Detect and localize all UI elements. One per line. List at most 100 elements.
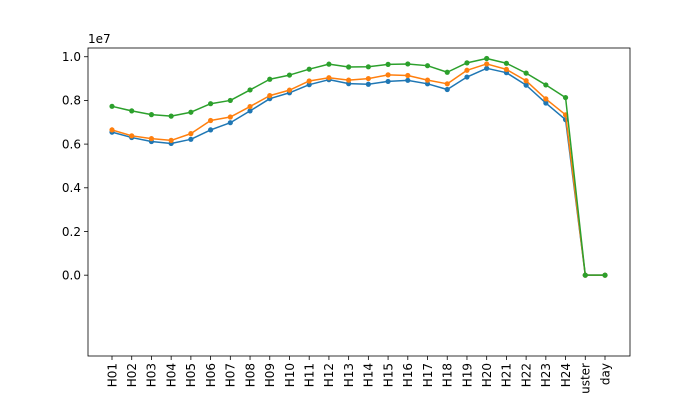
x-tick-label: H01 [105,363,119,387]
series-2-point-H13 [346,77,352,83]
series-3-point-H09 [267,76,273,82]
series-2-point-H04 [168,137,174,143]
series-3-point-H05 [188,109,194,115]
series-2-point-H14 [365,75,371,82]
series-layer [109,55,608,278]
x-tick-label: H12 [322,363,336,387]
y-offset-text: 1e7 [88,32,111,46]
series-2-point-H17 [424,77,431,83]
series-2-point-H09 [267,93,273,99]
series-3-point-H07 [227,97,233,104]
x-tick-label: H19 [460,363,474,387]
x-tick-label: H20 [480,363,494,387]
series-line-1 [111,67,605,276]
series-3-point-H11 [306,66,312,72]
series-1-point-H22 [523,82,529,88]
series-3-point-H04 [168,113,174,119]
y-tick-label: 0.4 [62,181,81,195]
series-2-point-H10 [286,87,293,93]
series-2-point-H03 [148,136,155,142]
series-2-point-H15 [385,72,391,78]
y-tick-label: 1.0 [62,50,81,64]
x-tick-label: H16 [401,363,415,387]
series-1-point-H19 [464,74,470,80]
series-2-point-H18 [444,81,450,87]
x-tick-label: H17 [421,363,435,387]
x-tick-label: H10 [283,363,297,387]
x-tick-label: H14 [362,363,376,387]
series-3-point-uster [582,272,588,278]
axes-layer: 0.0 0.2 0.4 0.6 0.8 1.0 H01 H02 H03 H04 H05 H06 H07 H… [62,47,631,394]
series-3-point-day [602,272,608,278]
series-2-point-H23 [543,96,549,102]
x-tick-label: H08 [243,363,257,387]
series-1-point-H06 [208,127,214,133]
y-tick-label: 0.2 [62,225,81,239]
x-tick-label: H21 [500,363,514,387]
series-3-point-H23 [543,82,549,88]
series-line-2 [111,63,605,276]
series-3-point-H19 [464,60,470,66]
series-3-point-H02 [129,108,135,114]
series-3-point-H13 [346,64,352,70]
series-2-point-H21 [503,66,509,73]
series-2-point-H19 [464,67,470,73]
series-line-3 [111,57,605,276]
plot-area [88,48,630,356]
series-1-point-H11 [306,82,312,88]
x-tick-label: H22 [519,363,533,387]
series-1-point-H17 [424,81,431,87]
x-tick-label: H13 [342,363,356,387]
series-1-point-H15 [385,78,391,85]
series-3-point-H08 [247,87,253,93]
x-tick-label: H03 [145,363,159,387]
series-1-point-H08 [247,108,253,114]
x-tick-label: day [598,363,612,385]
series-2-point-H01 [109,127,115,133]
series-2-point-H20 [484,61,490,67]
series-1-point-H14 [365,81,371,87]
series-2-point-H05 [188,131,194,137]
y-tick-label: 0.6 [62,137,81,151]
x-tick-label: H04 [164,363,178,387]
x-tick-label: H24 [559,363,573,387]
series-3-point-H10 [286,72,293,78]
series-3-point-H16 [405,61,411,67]
series-2-point-H02 [129,133,135,139]
series-3-point-H14 [365,64,371,70]
series-3-point-H24 [562,94,569,101]
series-1-point-H16 [405,77,411,83]
x-tick-label: H07 [224,363,238,387]
series-1-point-H23 [543,100,549,106]
series-2-point-H16 [405,72,411,79]
series-2-point-H06 [208,117,214,124]
series-2-point-H22 [523,78,529,84]
series-1-point-H05 [188,136,194,142]
series-2-point-H08 [247,103,253,110]
series-3-point-H01 [109,103,115,109]
series-1-point-H07 [227,120,233,126]
series-2-point-H12 [326,75,332,81]
x-tick-label: H18 [441,363,455,387]
series-3-point-H22 [523,70,529,76]
x-tick-label: H06 [204,363,218,387]
x-tick-label: uster [579,363,593,394]
series-3-point-H15 [385,61,391,67]
series-1-point-H18 [444,86,450,93]
x-tick-label: H05 [184,363,198,387]
series-3-point-H17 [424,63,431,69]
series-3-point-H20 [484,55,490,62]
series-2-point-H07 [227,114,233,120]
x-tick-label: H09 [263,363,277,387]
series-3-point-H06 [208,101,214,107]
series-3-point-H03 [148,112,155,118]
y-tick-label: 0.0 [62,268,81,282]
x-tick-label: H15 [381,363,395,387]
x-tick-label: H11 [303,363,317,387]
x-tick-label: H23 [539,363,553,387]
series-3-point-H18 [444,69,450,75]
series-3-point-H21 [503,60,509,66]
y-tick-label: 0.8 [62,94,81,108]
series-1-point-H20 [484,65,490,71]
